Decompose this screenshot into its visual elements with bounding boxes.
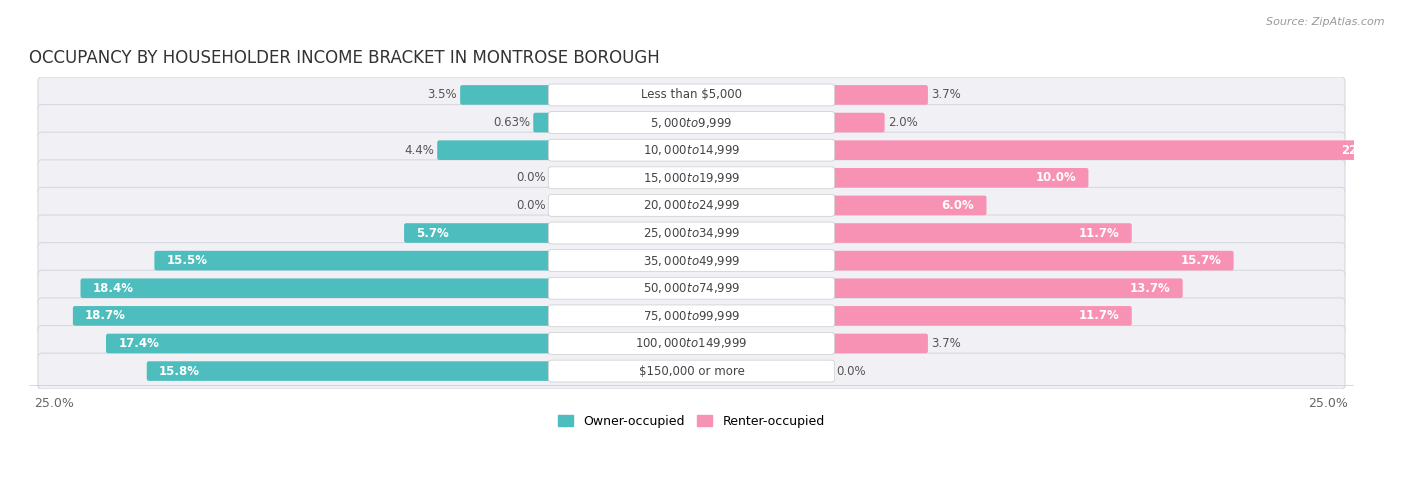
Legend: Owner-occupied, Renter-occupied: Owner-occupied, Renter-occupied	[554, 410, 830, 433]
FancyBboxPatch shape	[460, 85, 554, 105]
FancyBboxPatch shape	[548, 277, 835, 299]
FancyBboxPatch shape	[548, 250, 835, 272]
FancyBboxPatch shape	[830, 168, 1088, 187]
Text: 2.0%: 2.0%	[887, 116, 917, 129]
FancyBboxPatch shape	[830, 140, 1395, 160]
Text: 11.7%: 11.7%	[1078, 226, 1119, 240]
Text: 3.7%: 3.7%	[931, 89, 960, 101]
FancyBboxPatch shape	[38, 243, 1346, 279]
FancyBboxPatch shape	[548, 167, 835, 188]
Text: 3.5%: 3.5%	[427, 89, 457, 101]
FancyBboxPatch shape	[830, 279, 1182, 298]
Text: $5,000 to $9,999: $5,000 to $9,999	[650, 115, 733, 130]
FancyBboxPatch shape	[105, 334, 554, 353]
Text: 0.0%: 0.0%	[837, 365, 866, 377]
Text: 5.7%: 5.7%	[416, 226, 449, 240]
FancyBboxPatch shape	[437, 140, 554, 160]
FancyBboxPatch shape	[404, 223, 554, 243]
FancyBboxPatch shape	[830, 223, 1132, 243]
FancyBboxPatch shape	[38, 187, 1346, 224]
FancyBboxPatch shape	[146, 361, 554, 381]
FancyBboxPatch shape	[38, 160, 1346, 196]
Text: Less than $5,000: Less than $5,000	[641, 89, 742, 101]
FancyBboxPatch shape	[38, 298, 1346, 334]
FancyBboxPatch shape	[38, 105, 1346, 140]
Text: $50,000 to $74,999: $50,000 to $74,999	[643, 281, 740, 295]
Text: 15.7%: 15.7%	[1181, 254, 1222, 267]
FancyBboxPatch shape	[548, 222, 835, 244]
FancyBboxPatch shape	[38, 215, 1346, 251]
Text: $100,000 to $149,999: $100,000 to $149,999	[636, 337, 748, 351]
Text: 18.7%: 18.7%	[86, 309, 127, 322]
Text: $25,000 to $34,999: $25,000 to $34,999	[643, 226, 740, 240]
Text: 22.0%: 22.0%	[1341, 144, 1382, 157]
Text: OCCUPANCY BY HOUSEHOLDER INCOME BRACKET IN MONTROSE BOROUGH: OCCUPANCY BY HOUSEHOLDER INCOME BRACKET …	[30, 49, 659, 67]
Text: 15.8%: 15.8%	[159, 365, 200, 377]
Text: 0.0%: 0.0%	[516, 171, 547, 184]
FancyBboxPatch shape	[73, 306, 554, 326]
FancyBboxPatch shape	[830, 306, 1132, 326]
FancyBboxPatch shape	[38, 325, 1346, 361]
Text: 11.7%: 11.7%	[1078, 309, 1119, 322]
FancyBboxPatch shape	[548, 360, 835, 382]
Text: 13.7%: 13.7%	[1129, 282, 1170, 295]
Text: 4.4%: 4.4%	[405, 144, 434, 157]
Text: $20,000 to $24,999: $20,000 to $24,999	[643, 198, 740, 212]
Text: 10.0%: 10.0%	[1035, 171, 1076, 184]
FancyBboxPatch shape	[548, 112, 835, 133]
FancyBboxPatch shape	[548, 305, 835, 327]
FancyBboxPatch shape	[548, 139, 835, 161]
FancyBboxPatch shape	[548, 84, 835, 106]
FancyBboxPatch shape	[830, 251, 1233, 270]
Text: $10,000 to $14,999: $10,000 to $14,999	[643, 143, 740, 157]
Text: 0.63%: 0.63%	[494, 116, 530, 129]
FancyBboxPatch shape	[533, 113, 554, 132]
Text: 6.0%: 6.0%	[942, 199, 974, 212]
Text: 15.5%: 15.5%	[167, 254, 208, 267]
FancyBboxPatch shape	[38, 132, 1346, 168]
FancyBboxPatch shape	[38, 353, 1346, 389]
Text: $35,000 to $49,999: $35,000 to $49,999	[643, 254, 740, 268]
Text: 0.0%: 0.0%	[516, 199, 547, 212]
FancyBboxPatch shape	[830, 334, 928, 353]
FancyBboxPatch shape	[830, 196, 987, 215]
FancyBboxPatch shape	[38, 77, 1346, 113]
FancyBboxPatch shape	[548, 194, 835, 216]
Text: Source: ZipAtlas.com: Source: ZipAtlas.com	[1267, 17, 1385, 27]
Text: 3.7%: 3.7%	[931, 337, 960, 350]
FancyBboxPatch shape	[548, 333, 835, 355]
Text: $150,000 or more: $150,000 or more	[638, 365, 744, 377]
FancyBboxPatch shape	[80, 279, 554, 298]
Text: $15,000 to $19,999: $15,000 to $19,999	[643, 171, 740, 185]
FancyBboxPatch shape	[830, 85, 928, 105]
FancyBboxPatch shape	[830, 113, 884, 132]
Text: 18.4%: 18.4%	[93, 282, 134, 295]
Text: $75,000 to $99,999: $75,000 to $99,999	[643, 309, 740, 323]
FancyBboxPatch shape	[155, 251, 554, 270]
FancyBboxPatch shape	[38, 270, 1346, 306]
Text: 17.4%: 17.4%	[118, 337, 159, 350]
